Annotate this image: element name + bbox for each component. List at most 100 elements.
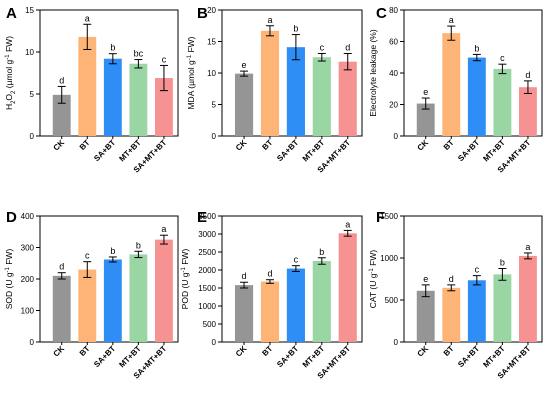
significance-label: bc (134, 49, 144, 59)
y-axis-label: POD (U g-1 FW) (180, 249, 190, 310)
bar (52, 94, 71, 136)
x-tick-label: SA+BT (456, 138, 481, 163)
y-tick-label: 500 (385, 296, 399, 305)
panel-letter: C (376, 5, 387, 22)
significance-label: d (242, 271, 247, 281)
y-tick-label: 80 (389, 6, 398, 15)
bar (416, 290, 435, 342)
bar (519, 255, 537, 342)
panel-d: D 0 100 200 300 400 SOD (U g-1 FW) d CK c BT b SA+BT… (4, 209, 179, 381)
y-tick-label: 3000 (198, 230, 216, 239)
significance-label: c (475, 265, 480, 275)
panel-f: F 0 500 1000 1500 CAT (U g-1 FW) e CK d BT c SA+BT b… (368, 209, 543, 381)
y-tick-label: 15 (207, 38, 216, 47)
significance-label: e (423, 274, 428, 284)
y-tick-label: 0 (394, 338, 399, 347)
y-tick-label: 5 (30, 90, 35, 99)
x-tick-label: SA+BT (92, 138, 117, 163)
bar (155, 78, 173, 136)
y-tick-label: 400 (21, 212, 35, 221)
significance-label: b (136, 240, 141, 250)
panel-b: B 0 5 10 15 20 MDA (µmol g-1 FW) e CK a BT b SA+BT c M… (186, 5, 363, 175)
y-tick-label: 10 (207, 69, 216, 78)
significance-label: b (110, 246, 115, 256)
significance-label: c (162, 54, 167, 64)
bar (234, 285, 254, 342)
y-tick-label: 0 (212, 338, 217, 347)
y-tick-label: 5 (212, 101, 217, 110)
x-tick-label: SA+BT (456, 344, 481, 369)
x-tick-label: BT (442, 344, 456, 358)
y-tick-label: 60 (389, 38, 398, 47)
bar (129, 63, 148, 137)
bar (78, 269, 97, 342)
x-tick-label: BT (260, 344, 274, 358)
y-tick-label: 10 (25, 48, 34, 57)
x-tick-label: BT (260, 138, 274, 152)
significance-label: a (267, 15, 272, 25)
panel-c: C 0 20 40 60 80 Electrolyte leakage (%) e CK a BT b… (368, 5, 543, 175)
bar (467, 57, 486, 136)
bar (338, 61, 357, 136)
bar (519, 87, 537, 136)
bar (312, 57, 331, 136)
y-tick-label: 0 (30, 132, 35, 141)
y-axis-label: Electrolyte leakage (%) (368, 29, 378, 117)
bar (155, 239, 173, 342)
bar (103, 259, 122, 342)
y-tick-label: 20 (389, 101, 398, 110)
bar (338, 233, 357, 342)
significance-label: b (474, 43, 479, 53)
bar (467, 280, 486, 342)
y-tick-label: 2000 (198, 266, 216, 275)
significance-label: b (500, 258, 505, 268)
panel-letter: D (6, 209, 17, 226)
panel-e: E 0 500 1000 1500 2000 2500 3000 3500 POD (U g-1 … (180, 209, 363, 381)
y-tick-label: 300 (21, 244, 35, 253)
panel-letter: A (6, 5, 17, 22)
x-tick-label: MT+BT (301, 138, 326, 163)
y-tick-label: 15 (25, 6, 34, 15)
significance-label: a (449, 15, 454, 25)
y-tick-label: 1500 (380, 212, 398, 221)
x-tick-label: CK (234, 138, 249, 153)
bar (286, 268, 305, 342)
significance-label: e (423, 87, 428, 97)
y-tick-label: 2500 (198, 248, 216, 257)
y-tick-label: 40 (389, 69, 398, 78)
bar (78, 36, 97, 136)
y-tick-label: 200 (21, 275, 35, 284)
bar (442, 33, 461, 137)
significance-label: a (161, 224, 166, 234)
bar (260, 281, 280, 342)
y-tick-label: 0 (212, 132, 217, 141)
y-tick-label: 1500 (198, 284, 216, 293)
x-tick-label: BT (78, 138, 92, 152)
bar (129, 254, 148, 342)
y-axis-label: H2O2 (µmol g-1 FW) (4, 36, 17, 110)
bar (442, 287, 461, 342)
x-tick-label: CK (52, 344, 67, 359)
significance-label: a (345, 219, 350, 229)
bar (416, 103, 435, 136)
significance-label: c (85, 251, 90, 261)
significance-label: e (242, 60, 247, 70)
x-tick-label: CK (416, 344, 431, 359)
significance-label: d (267, 269, 272, 279)
significance-label: d (449, 274, 454, 284)
significance-label: c (500, 53, 505, 63)
y-axis-label: SOD (U g-1 FW) (4, 249, 14, 310)
bar (493, 274, 512, 342)
significance-label: b (110, 43, 115, 53)
bar (260, 30, 280, 136)
x-tick-label: SA+BT (275, 344, 300, 369)
bar (234, 73, 254, 136)
panel-letter: E (197, 209, 207, 226)
bar (493, 68, 512, 136)
significance-label: c (294, 255, 299, 265)
significance-label: d (59, 75, 64, 85)
x-tick-label: CK (416, 138, 431, 153)
x-tick-label: SA+BT (275, 138, 300, 163)
